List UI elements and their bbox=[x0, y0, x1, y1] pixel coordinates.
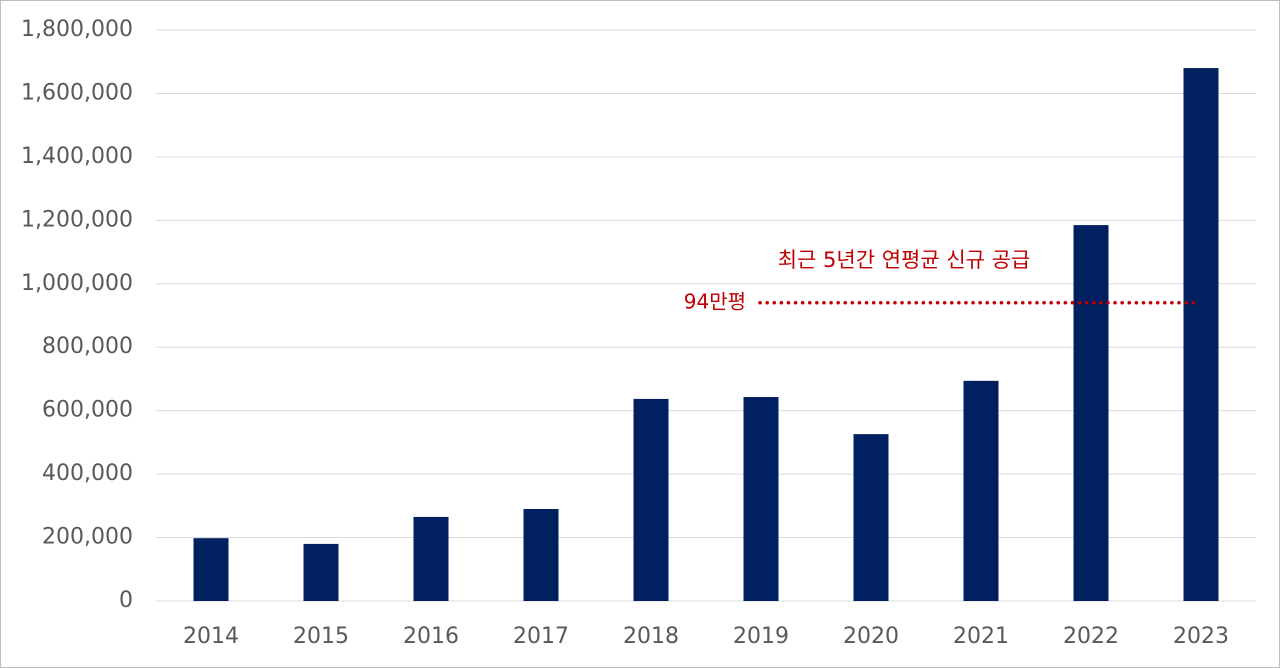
annotation-label: 94만평 bbox=[684, 289, 746, 313]
x-tick-label: 2019 bbox=[733, 624, 789, 649]
bar bbox=[303, 543, 339, 601]
bar bbox=[193, 538, 229, 601]
x-tick-label: 2023 bbox=[1173, 624, 1229, 649]
x-tick-label: 2014 bbox=[183, 624, 239, 649]
y-tick-label: 800,000 bbox=[42, 334, 133, 359]
bar bbox=[1183, 68, 1219, 602]
bar bbox=[633, 398, 669, 601]
y-tick-label: 1,400,000 bbox=[21, 144, 133, 169]
x-tick-label: 2018 bbox=[623, 624, 679, 649]
bar bbox=[743, 397, 779, 601]
x-tick-label: 2022 bbox=[1063, 624, 1119, 649]
bar bbox=[1073, 225, 1109, 601]
y-tick-label: 1,200,000 bbox=[21, 207, 133, 232]
x-tick-label: 2016 bbox=[403, 624, 459, 649]
y-tick-label: 600,000 bbox=[42, 398, 133, 423]
bar bbox=[853, 434, 889, 601]
y-tick-label: 1,000,000 bbox=[21, 271, 133, 296]
y-tick-label: 400,000 bbox=[42, 461, 133, 486]
y-tick-label: 1,600,000 bbox=[21, 80, 133, 105]
x-tick-label: 2015 bbox=[293, 624, 349, 649]
bar bbox=[413, 516, 449, 601]
y-tick-label: 200,000 bbox=[42, 525, 133, 550]
y-tick-label: 0 bbox=[119, 588, 133, 613]
x-tick-label: 2021 bbox=[953, 624, 1009, 649]
y-tick-label: 1,800,000 bbox=[21, 17, 133, 42]
bar bbox=[523, 509, 559, 601]
bar bbox=[963, 380, 999, 601]
x-tick-label: 2017 bbox=[513, 624, 569, 649]
x-tick-label: 2020 bbox=[843, 624, 899, 649]
annotation-title: 최근 5년간 연평균 신규 공급 bbox=[778, 248, 1031, 272]
